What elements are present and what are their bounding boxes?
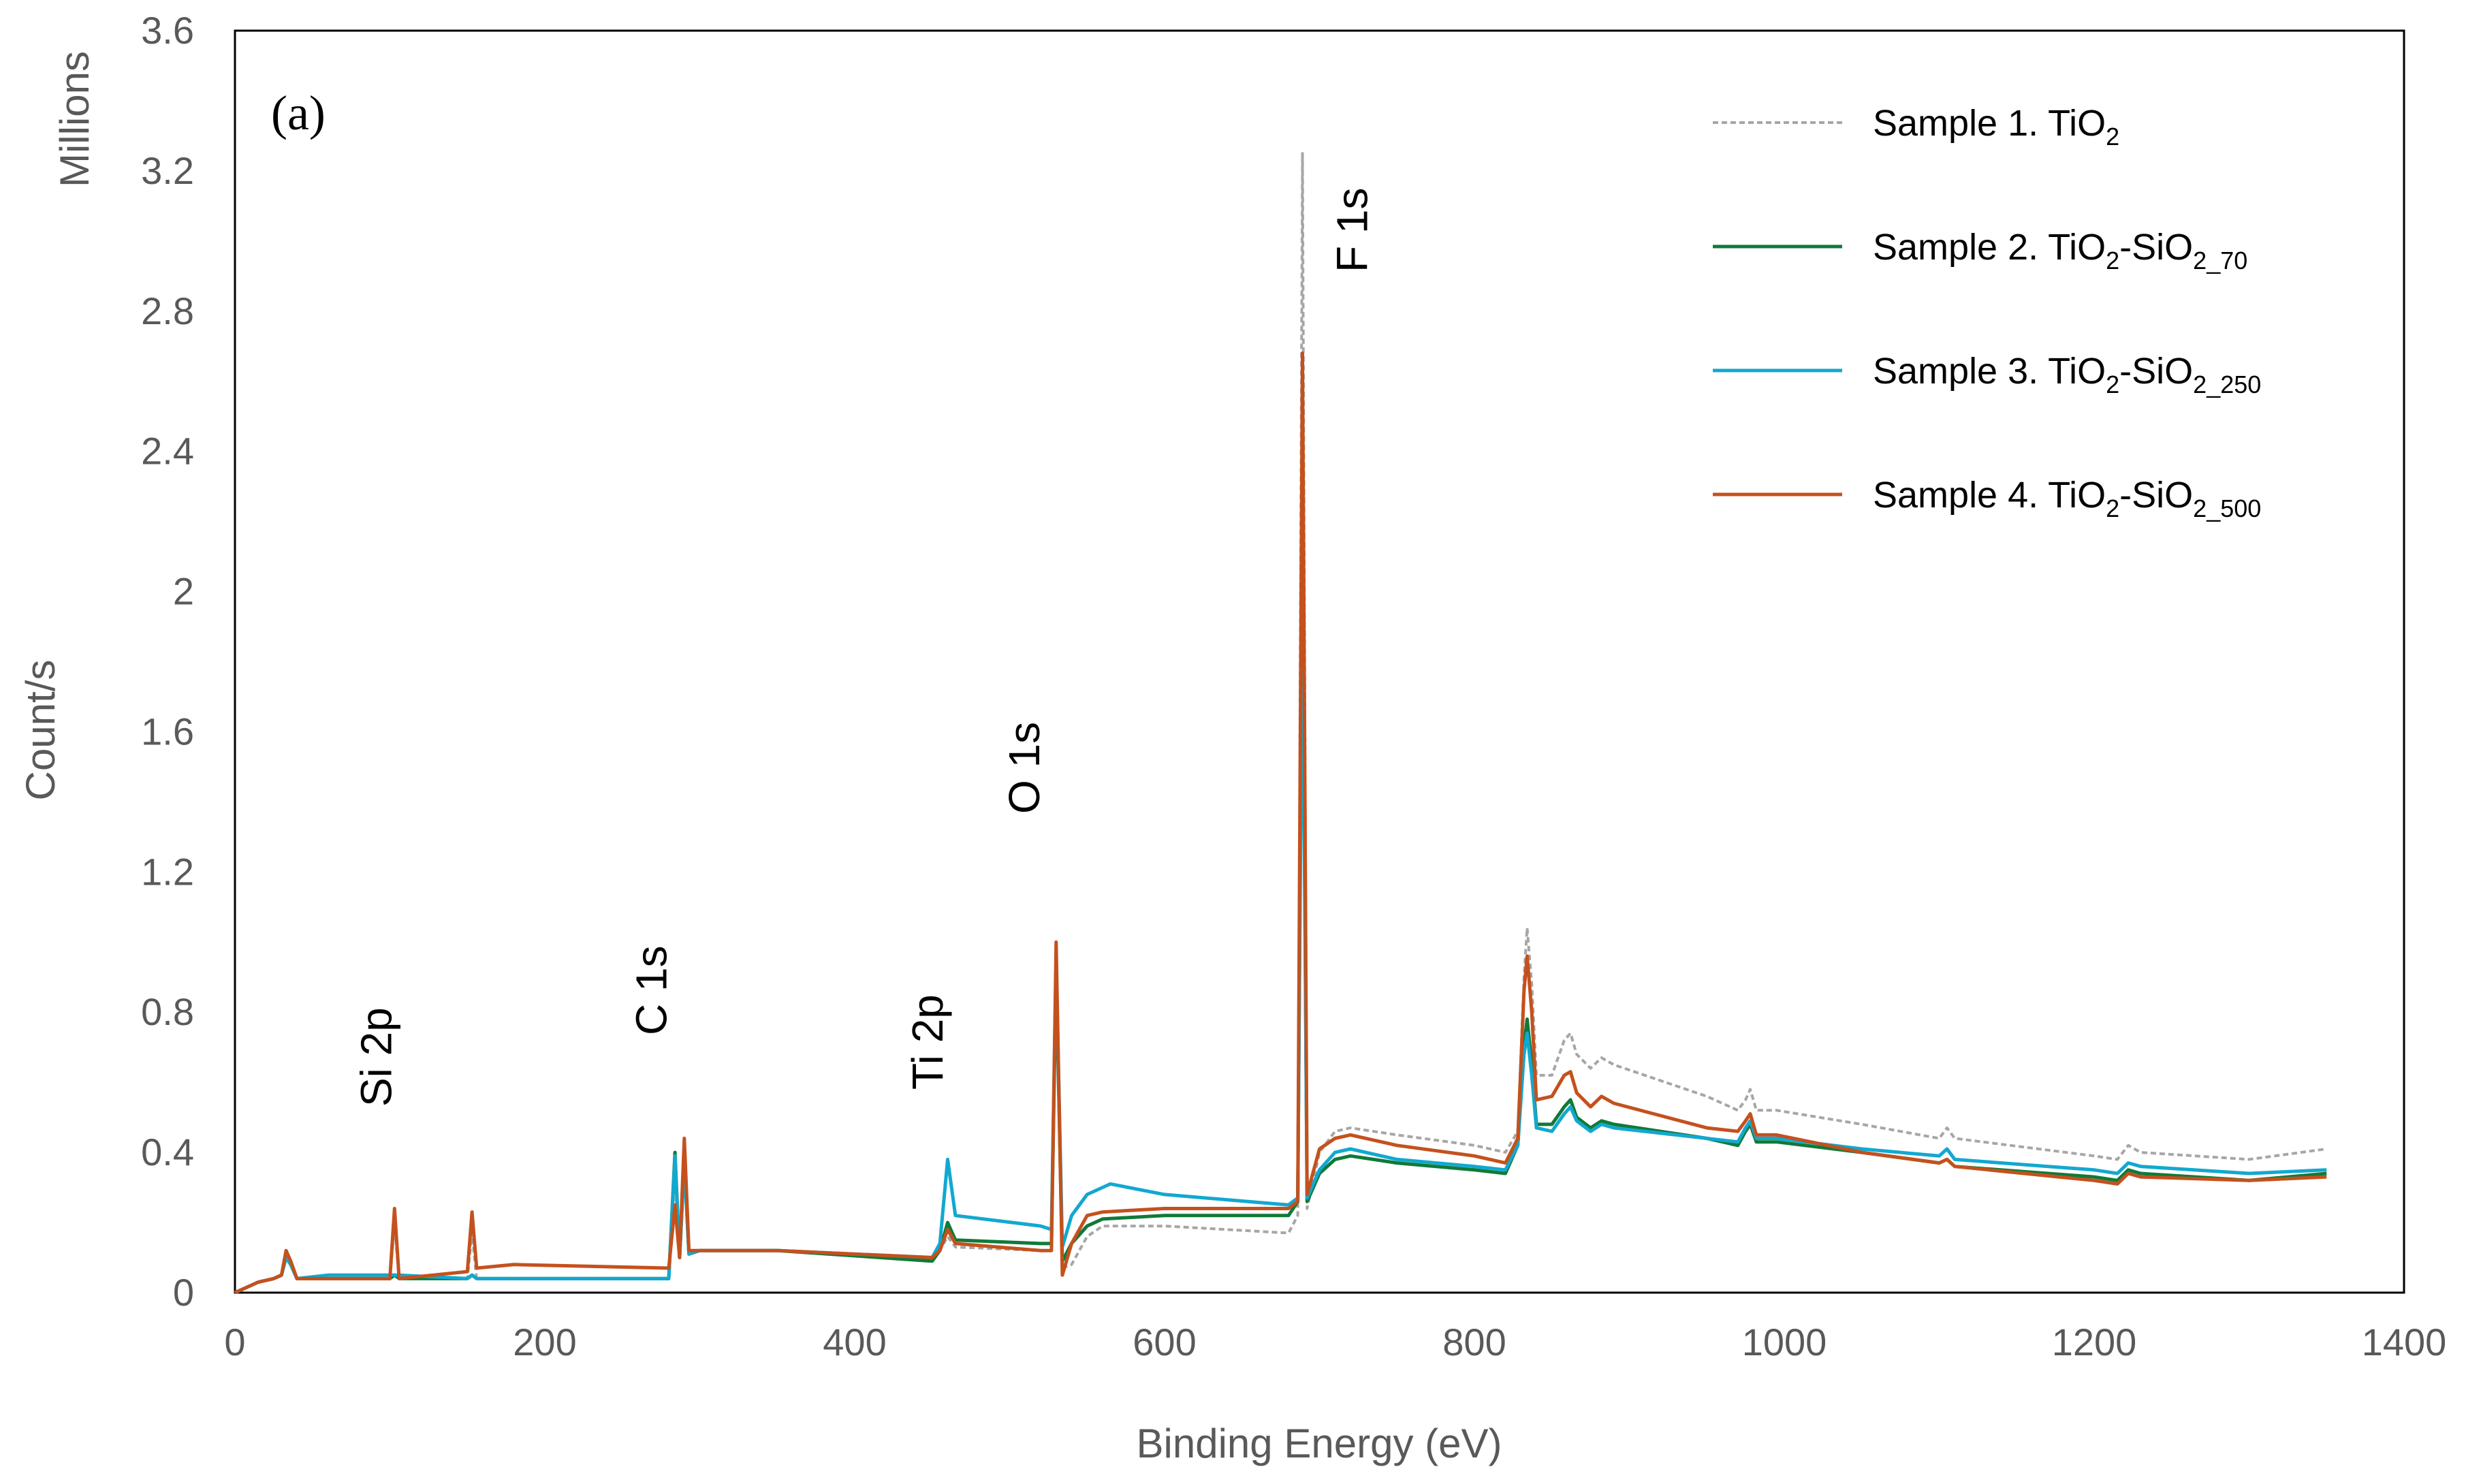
legend-subscript: 2 — [2106, 123, 2119, 151]
x-tick-label: 200 — [513, 1321, 576, 1363]
y-tick-label: 0.4 — [141, 1131, 194, 1173]
y-tick-label: 2 — [173, 570, 194, 613]
x-axis-title: Binding Energy (eV) — [1137, 1421, 1502, 1466]
legend-entry-s1: Sample 1. TiO2 — [1873, 103, 2119, 151]
legend-entry-s3: Sample 3. TiO2-SiO2_250 — [1873, 351, 2261, 398]
y-tick-label: 3.6 — [141, 9, 194, 52]
legend-mid-text: -SiO — [2119, 475, 2193, 516]
peak-label: Ti 2p — [903, 994, 952, 1090]
y-axis-ticks: 0 0.4 0.8 1.2 1.6 2 2.4 2.8 3.2 3.6 — [141, 9, 194, 1314]
x-tick-label: 1400 — [2362, 1321, 2447, 1363]
legend-main-text: Sample 2. TiO — [1873, 227, 2106, 268]
y-tick-label: 1.6 — [141, 710, 194, 753]
x-tick-label: 800 — [1442, 1321, 1506, 1363]
y-tick-label: 2.4 — [141, 430, 194, 473]
y-tick-label: 0 — [173, 1271, 194, 1314]
legend-entry-s4: Sample 4. TiO2-SiO2_500 — [1873, 475, 2261, 522]
y-axis-unit-label: Millions — [52, 51, 97, 187]
x-tick-label: 600 — [1133, 1321, 1196, 1363]
panel-label: (a) — [271, 86, 326, 140]
legend-mid-text: -SiO — [2119, 351, 2193, 392]
legend-main-text: Sample 4. TiO — [1873, 475, 2106, 516]
series-lines — [234, 152, 2327, 1295]
legend-subscript: 2_500 — [2193, 494, 2261, 522]
plot-area-frame — [234, 29, 2405, 1294]
x-tick-label: 1200 — [2052, 1321, 2137, 1363]
legend-subscript: 2_70 — [2193, 247, 2247, 274]
series-line-s1 — [234, 152, 2327, 1294]
y-tick-label: 3.2 — [141, 149, 194, 192]
y-axis-title: Count/s — [18, 660, 63, 801]
y-tick-label: 1.2 — [141, 850, 194, 893]
x-tick-label: 400 — [823, 1321, 886, 1363]
y-tick-label: 2.8 — [141, 289, 194, 332]
x-tick-label: 0 — [224, 1321, 245, 1363]
y-tick-label: 0.8 — [141, 990, 194, 1033]
series-line-s4 — [234, 351, 2327, 1295]
legend-mid-text: -SiO — [2119, 227, 2193, 268]
legend-subscript: 2 — [2106, 494, 2119, 522]
peak-label: C 1s — [627, 945, 676, 1035]
legend-subscript: 2 — [2106, 247, 2119, 274]
legend-main-text: Sample 3. TiO — [1873, 351, 2106, 392]
peak-label: Si 2p — [351, 1007, 400, 1107]
peak-label: O 1s — [1000, 722, 1049, 814]
peak-annotations: Si 2p C 1s Ti 2p O 1s F 1s — [351, 188, 1376, 1107]
x-tick-label: 1000 — [1742, 1321, 1827, 1363]
legend-subscript: 2 — [2106, 370, 2119, 398]
x-axis-ticks: 0 200 400 600 800 1000 1200 1400 — [224, 1321, 2446, 1363]
legend-subscript: 2_250 — [2193, 370, 2261, 398]
legend-main-text: Sample 1. TiO — [1873, 103, 2106, 144]
legend-entry-s2: Sample 2. TiO2-SiO2_70 — [1873, 227, 2247, 274]
peak-label: F 1s — [1327, 188, 1376, 272]
